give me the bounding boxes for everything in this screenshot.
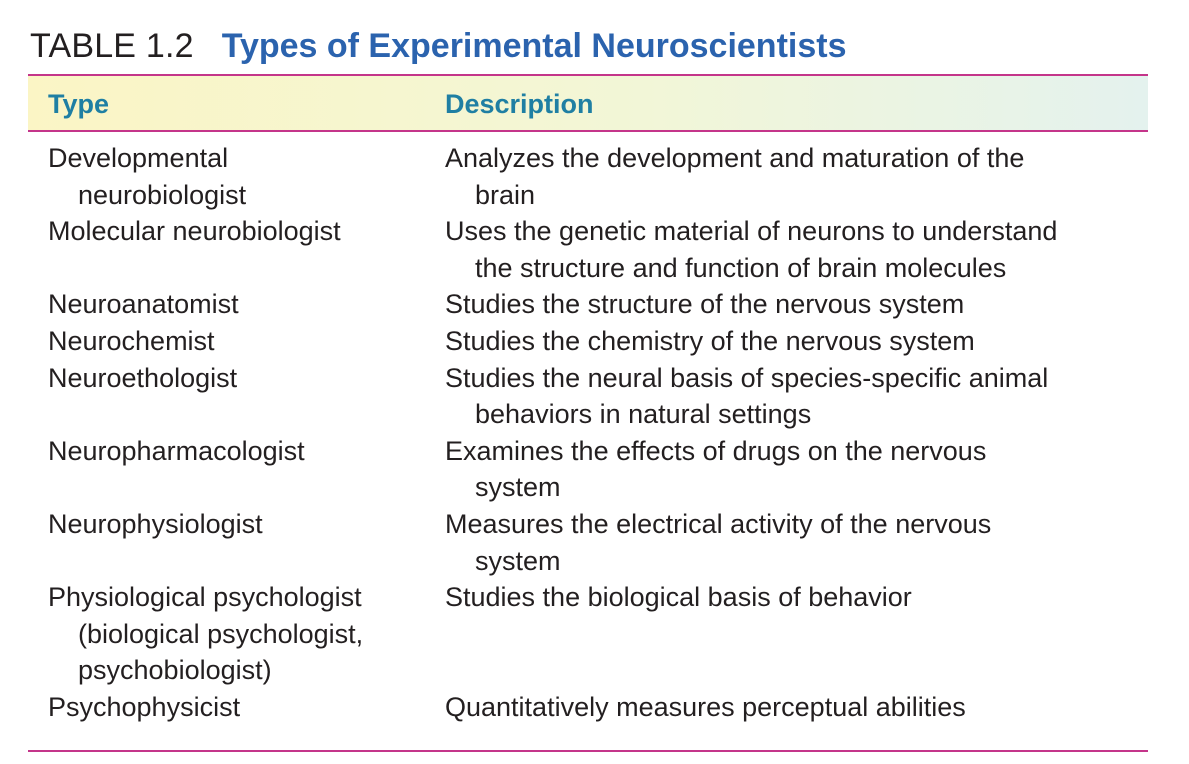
type-cell: Psychophysicist bbox=[48, 689, 240, 726]
type-line: Neuroethologist bbox=[48, 362, 238, 393]
column-header-description: Description bbox=[445, 89, 594, 119]
table-row: Developmental neurobiologist Analyzes the … bbox=[0, 140, 1189, 213]
table-row: Neurochemist Studies the chemistry of the… bbox=[0, 323, 1189, 360]
description-line: the structure and function of brain mole… bbox=[475, 252, 1007, 283]
header-rule bbox=[28, 130, 1148, 132]
description-line: Uses the genetic material of neurons to … bbox=[445, 216, 1058, 247]
description-cell: Uses the genetic material of neurons to … bbox=[445, 213, 1057, 286]
description-cell: Measures the electrical activity of the … bbox=[445, 506, 991, 579]
description-cell: Analyzes the development and maturation … bbox=[445, 140, 1024, 213]
type-line: Molecular neurobiologist bbox=[48, 216, 341, 247]
header-band bbox=[28, 76, 1148, 130]
table-number: TABLE 1.2 bbox=[30, 27, 194, 65]
table-row: Physiological psychologist (biological ps… bbox=[0, 579, 1189, 689]
description-line: behaviors in natural settings bbox=[475, 399, 812, 430]
type-cell: Molecular neurobiologist bbox=[48, 213, 341, 250]
bottom-rule bbox=[28, 750, 1148, 752]
description-line: Studies the chemistry of the nervous sys… bbox=[445, 325, 975, 356]
table-row: Neuroanatomist Studies the structure of t… bbox=[0, 286, 1189, 323]
type-cell: Developmental neurobiologist bbox=[48, 140, 246, 213]
description-cell: Studies the chemistry of the nervous sys… bbox=[445, 323, 975, 360]
table-heading: Types of Experimental Neuroscientists bbox=[221, 27, 847, 65]
description-cell: Examines the effects of drugs on the ner… bbox=[445, 433, 986, 506]
description-line: system bbox=[475, 545, 561, 576]
table-row: Molecular neurobiologist Uses the genetic… bbox=[0, 213, 1189, 286]
table-row: Psychophysicist Quantitatively measures p… bbox=[0, 689, 1189, 726]
type-line: Neurophysiologist bbox=[48, 508, 263, 539]
type-cell: Neurochemist bbox=[48, 323, 215, 360]
description-cell: Studies the neural basis of species-spec… bbox=[445, 360, 1048, 433]
description-line: Studies the structure of the nervous sys… bbox=[445, 289, 965, 320]
description-line: Studies the neural basis of species-spec… bbox=[445, 362, 1049, 393]
description-line: Examines the effects of drugs on the ner… bbox=[445, 435, 987, 466]
type-line: psychobiologist) bbox=[78, 655, 272, 686]
table-row: Neurophysiologist Measures the electrical… bbox=[0, 506, 1189, 579]
description-line: brain bbox=[475, 179, 536, 210]
type-line: Neuropharmacologist bbox=[48, 435, 305, 466]
table-title: TABLE 1.2 Types of Experimental Neuroscie… bbox=[30, 24, 847, 68]
column-header-type: Type bbox=[48, 89, 110, 119]
type-cell: Neuropharmacologist bbox=[48, 433, 305, 470]
description-cell: Studies the structure of the nervous sys… bbox=[445, 286, 964, 323]
description-line: Measures the electrical activity of the … bbox=[445, 508, 992, 539]
type-cell: Neurophysiologist bbox=[48, 506, 263, 543]
description-line: Studies the biological basis of behavior bbox=[445, 582, 912, 613]
description-line: Quantitatively measures perceptual abili… bbox=[445, 691, 966, 722]
description-line: system bbox=[475, 472, 561, 503]
table-body: Developmental neurobiologist Analyzes the … bbox=[0, 140, 1189, 726]
type-cell: Neuroanatomist bbox=[48, 286, 239, 323]
description-cell: Quantitatively measures perceptual abili… bbox=[445, 689, 966, 726]
description-cell: Studies the biological basis of behavior bbox=[445, 579, 912, 616]
type-line: Developmental bbox=[48, 143, 229, 173]
type-line: neurobiologist bbox=[78, 179, 247, 210]
table-row: Neuroethologist Studies the neural basis … bbox=[0, 360, 1189, 433]
type-line: (biological psychologist, bbox=[78, 618, 364, 649]
top-rule bbox=[28, 74, 1148, 76]
type-line: Neuroanatomist bbox=[48, 289, 239, 320]
table-row: Neuropharmacologist Examines the effects … bbox=[0, 433, 1189, 506]
type-line: Psychophysicist bbox=[48, 691, 241, 722]
type-line: Neurochemist bbox=[48, 325, 215, 356]
type-line: Physiological psychologist bbox=[48, 582, 362, 613]
description-line: Analyzes the development and maturation … bbox=[445, 143, 1025, 173]
type-cell: Physiological psychologist (biological ps… bbox=[48, 579, 363, 689]
type-cell: Neuroethologist bbox=[48, 360, 237, 397]
